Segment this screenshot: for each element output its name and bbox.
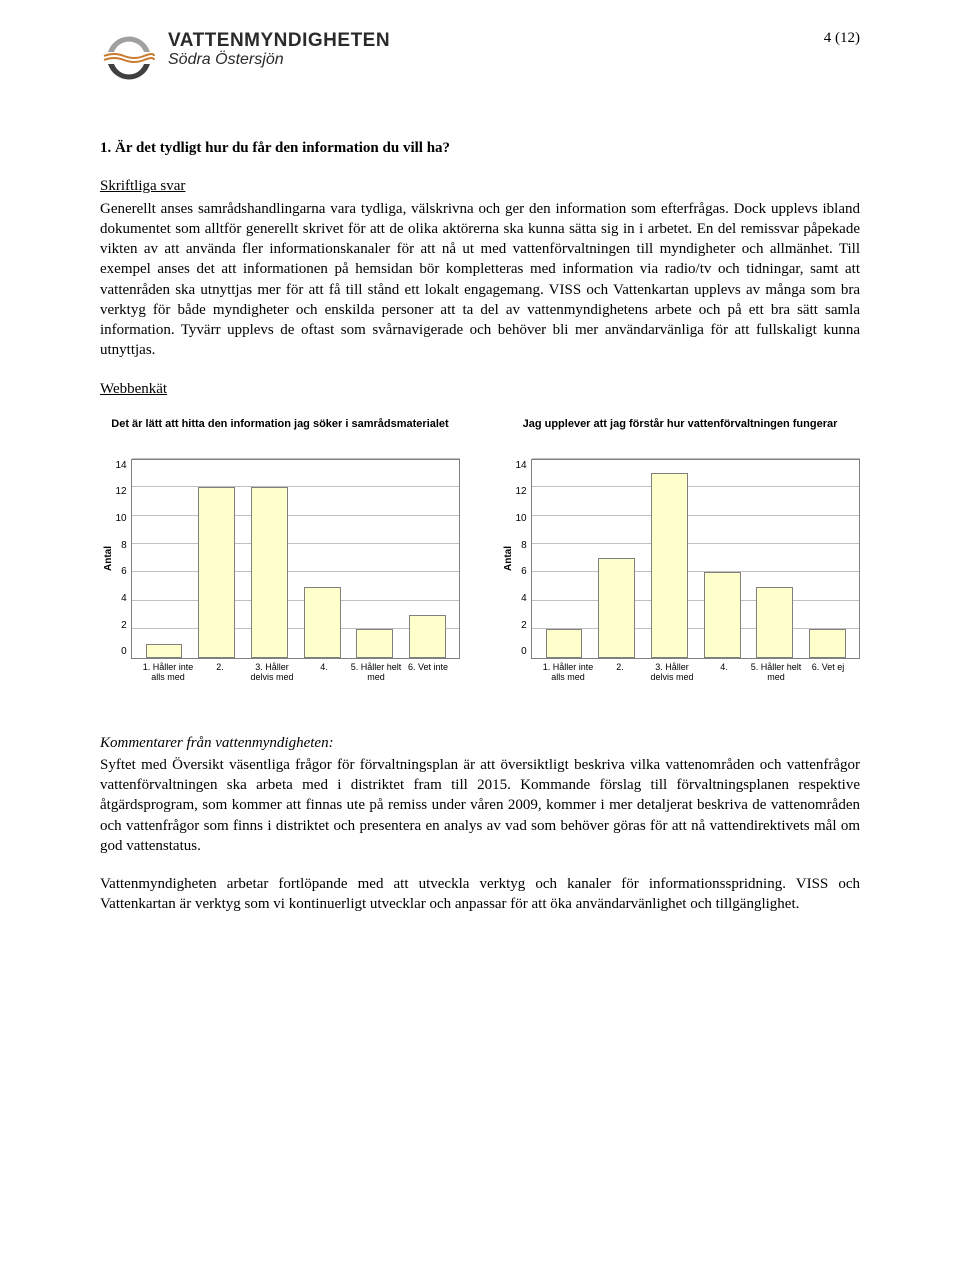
- chart-1-bars: [132, 459, 460, 658]
- chart-1-xlabels: 1. Håller inte alls med2.3. Håller delvi…: [136, 659, 460, 683]
- x-axis-label: 1. Håller inte alls med: [142, 659, 194, 683]
- x-axis-label: 5. Håller helt med: [750, 659, 802, 683]
- logo-mark-icon: [100, 30, 158, 88]
- x-axis-label: 6. Vet ej: [802, 659, 854, 683]
- x-axis-label: 4.: [298, 659, 350, 683]
- page-number: 4 (12): [824, 30, 860, 47]
- page-header: VATTENMYNDIGHETEN Södra Östersjön 4 (12): [100, 30, 860, 88]
- comments-p2: Vattenmyndigheten arbetar fortlöpande me…: [100, 874, 860, 915]
- x-axis-label: 1. Håller inte alls med: [542, 659, 594, 683]
- chart-2-yaxis: 14121086420: [516, 459, 531, 659]
- x-axis-label: 5. Håller helt med: [350, 659, 402, 683]
- x-axis-label: 3. Håller delvis med: [246, 659, 298, 683]
- chart-1-title: Det är lätt att hitta den information ja…: [100, 417, 460, 445]
- skriftliga-svar-label: Skriftliga svar: [100, 176, 860, 196]
- chart-1: Det är lätt att hitta den information ja…: [100, 417, 460, 683]
- comments-heading: Kommentarer från vattenmyndigheten:: [100, 733, 860, 753]
- bar: [704, 572, 741, 657]
- bar: [651, 473, 688, 658]
- x-axis-label: 4.: [698, 659, 750, 683]
- chart-2-plot: [531, 459, 860, 659]
- chart-2-bars: [532, 459, 860, 658]
- question-heading: 1. Är det tydligt hur du får den informa…: [100, 138, 860, 158]
- x-axis-label: 3. Håller delvis med: [646, 659, 698, 683]
- bar: [251, 487, 288, 658]
- chart-1-plot: [131, 459, 460, 659]
- bar: [304, 587, 341, 658]
- chart-2-title: Jag upplever att jag förstår hur vattenf…: [500, 417, 860, 445]
- chart-1-yaxis: 14121086420: [116, 459, 131, 659]
- bar: [598, 558, 635, 658]
- chart-2-xlabels: 1. Håller inte alls med2.3. Håller delvi…: [536, 659, 860, 683]
- logo-main-text: VATTENMYNDIGHETEN: [168, 30, 390, 52]
- chart-2-ylabel: Antal: [500, 459, 516, 659]
- comments-p1: Syftet med Översikt väsentliga frågor fö…: [100, 755, 860, 856]
- bar: [756, 587, 793, 658]
- bar: [546, 629, 583, 657]
- x-axis-label: 6. Vet inte: [402, 659, 454, 683]
- bar: [809, 629, 846, 657]
- logo: VATTENMYNDIGHETEN Södra Östersjön: [100, 30, 390, 88]
- logo-sub-text: Södra Östersjön: [168, 51, 390, 69]
- chart-2: Jag upplever att jag förstår hur vattenf…: [500, 417, 860, 683]
- x-axis-label: 2.: [594, 659, 646, 683]
- bar: [409, 615, 446, 658]
- chart-1-ylabel: Antal: [100, 459, 116, 659]
- bar: [146, 644, 183, 658]
- x-axis-label: 2.: [194, 659, 246, 683]
- bar: [356, 629, 393, 657]
- webbenkat-label: Webbenkät: [100, 379, 860, 399]
- skriftliga-svar-text: Generellt anses samrådshandlingarna vara…: [100, 199, 860, 361]
- bar: [198, 487, 235, 658]
- charts-row: Det är lätt att hitta den information ja…: [100, 417, 860, 683]
